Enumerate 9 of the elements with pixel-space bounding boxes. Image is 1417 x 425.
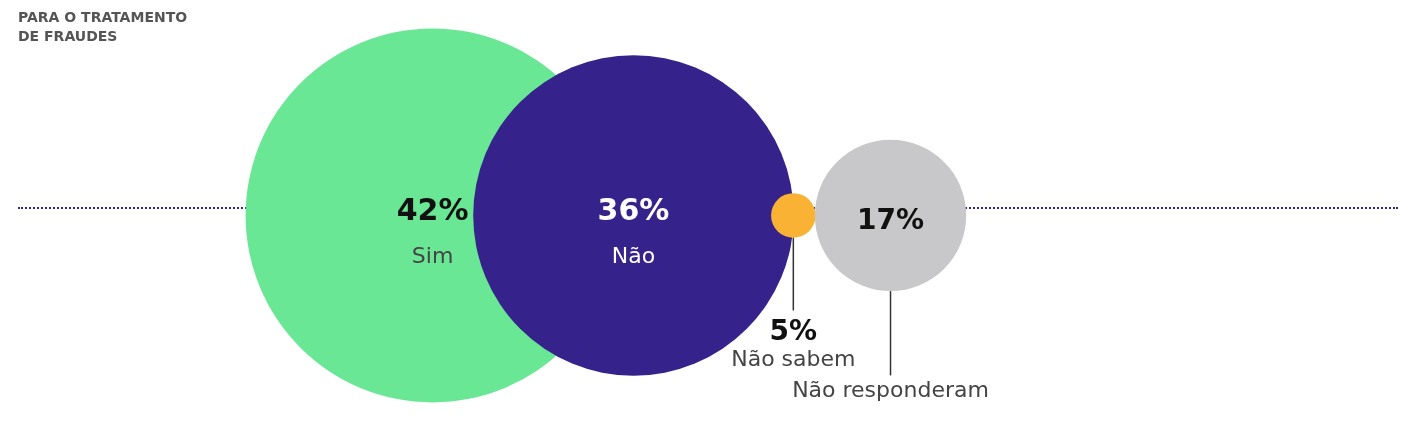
data-label: 42%: [396, 192, 469, 228]
category-label: Não sabem: [731, 346, 856, 372]
category-label: Sim: [411, 243, 454, 269]
text: PARA O TRATAMENTO DE FRAUDES: [18, 8, 188, 46]
data-label: 17%: [857, 202, 925, 236]
category-label: Não: [611, 243, 656, 269]
data-label: 36%: [597, 192, 670, 228]
category-label: Não responderam: [792, 377, 989, 403]
data-label: 5%: [769, 313, 818, 347]
